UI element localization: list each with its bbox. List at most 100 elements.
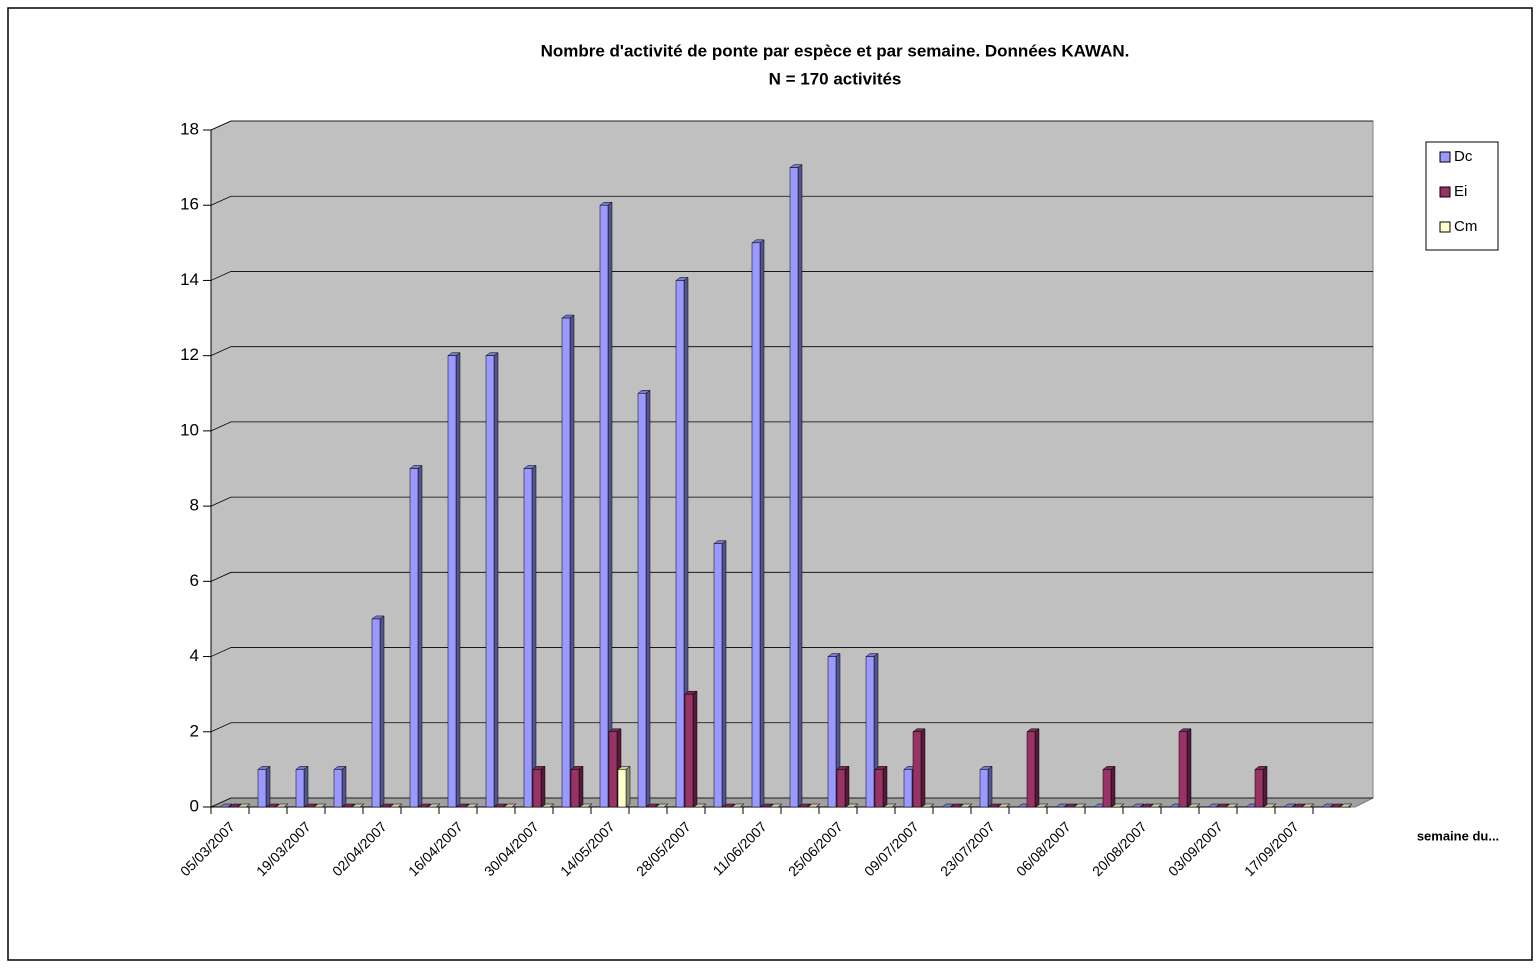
bar-top — [1064, 803, 1078, 808]
legend-label: Cm — [1454, 218, 1477, 235]
bar-top — [769, 803, 783, 808]
bar-top — [959, 803, 973, 808]
bar-top — [798, 803, 812, 808]
bar — [599, 204, 609, 808]
bar-top — [760, 803, 774, 808]
bar — [637, 393, 647, 808]
x-axis-title: semaine du... — [1417, 828, 1499, 843]
bar-top — [1301, 803, 1315, 808]
bar — [789, 167, 799, 808]
bar-top — [1055, 803, 1069, 808]
bar-top — [883, 803, 897, 808]
bar-top — [1111, 803, 1125, 808]
bar-side — [721, 540, 727, 808]
bar-top — [380, 803, 394, 808]
y-tick-label: 8 — [190, 496, 199, 515]
bar-side — [1262, 765, 1268, 808]
bar-side — [692, 690, 698, 808]
y-tick-label: 4 — [190, 646, 199, 665]
bar-top — [1283, 803, 1297, 808]
grid-line — [210, 647, 1373, 657]
bar-top — [541, 803, 555, 808]
bar-side — [303, 765, 309, 808]
bar-side — [265, 765, 271, 808]
bar-top — [921, 803, 935, 808]
bar-side — [578, 765, 584, 808]
bar — [617, 769, 627, 808]
bar-top — [1292, 803, 1306, 808]
bar-side — [759, 239, 765, 808]
bar — [447, 355, 457, 808]
grid-line — [210, 271, 1373, 281]
legend-swatch — [1439, 186, 1451, 198]
bar-side — [531, 465, 537, 808]
bar-top — [219, 803, 233, 808]
bar — [523, 468, 533, 808]
bar-side — [417, 465, 423, 808]
chart-subtitle: N = 170 activités — [769, 69, 902, 88]
bar-side — [987, 765, 993, 808]
bar — [485, 355, 495, 808]
y-tick-label: 16 — [180, 195, 199, 214]
grid-line — [210, 722, 1373, 733]
bar-top — [313, 803, 327, 808]
bar — [608, 731, 618, 808]
y-tick-label: 6 — [190, 571, 199, 590]
bar — [257, 769, 267, 808]
bar — [409, 468, 419, 808]
bar-top — [845, 803, 859, 808]
bar — [1178, 731, 1188, 808]
bar — [675, 280, 685, 808]
legend-swatch — [1439, 151, 1451, 163]
bar — [751, 242, 761, 808]
bar-top — [304, 803, 318, 808]
bar-side — [797, 164, 803, 808]
bar-top — [427, 803, 441, 808]
bar — [979, 769, 989, 808]
bar-side — [540, 765, 546, 808]
y-tick-label: 18 — [180, 119, 199, 138]
bar-side — [569, 314, 575, 808]
bar-top — [266, 803, 280, 808]
bar-top — [807, 803, 821, 808]
bar — [684, 693, 694, 808]
legend-label: Dc — [1454, 148, 1473, 165]
bar-top — [997, 803, 1011, 808]
bar-side — [493, 352, 499, 808]
bar-side — [341, 765, 347, 808]
bar-top — [1339, 803, 1353, 808]
bar — [1254, 769, 1264, 808]
bar-top — [1330, 803, 1344, 808]
bar — [827, 656, 837, 808]
bar-top — [342, 803, 356, 808]
grid-line — [210, 571, 1373, 582]
bar-top — [941, 803, 955, 808]
bar-top — [275, 803, 289, 808]
bar — [874, 769, 884, 808]
bar-top — [456, 803, 470, 808]
bar-top — [237, 803, 251, 808]
grid-line — [210, 120, 1373, 131]
bar — [865, 656, 875, 808]
y-tick-label: 10 — [180, 420, 199, 439]
bar-side — [882, 765, 888, 808]
grid-line — [210, 421, 1373, 432]
bar-top — [655, 803, 669, 808]
bar-top — [722, 803, 736, 808]
bar-top — [465, 803, 479, 808]
bar-top — [1035, 803, 1049, 808]
bar-side — [645, 389, 651, 808]
bar-top — [1149, 803, 1163, 808]
bar-side — [920, 728, 926, 808]
bar — [371, 618, 381, 808]
bar-top — [494, 803, 508, 808]
bar-top — [950, 803, 964, 808]
bar — [1026, 731, 1036, 808]
bar-side — [455, 352, 461, 808]
bar-top — [351, 803, 365, 808]
bar-top — [1207, 803, 1221, 808]
y-tick-label: 0 — [190, 796, 199, 815]
bar-top — [228, 803, 242, 808]
grid-line — [210, 797, 1373, 808]
